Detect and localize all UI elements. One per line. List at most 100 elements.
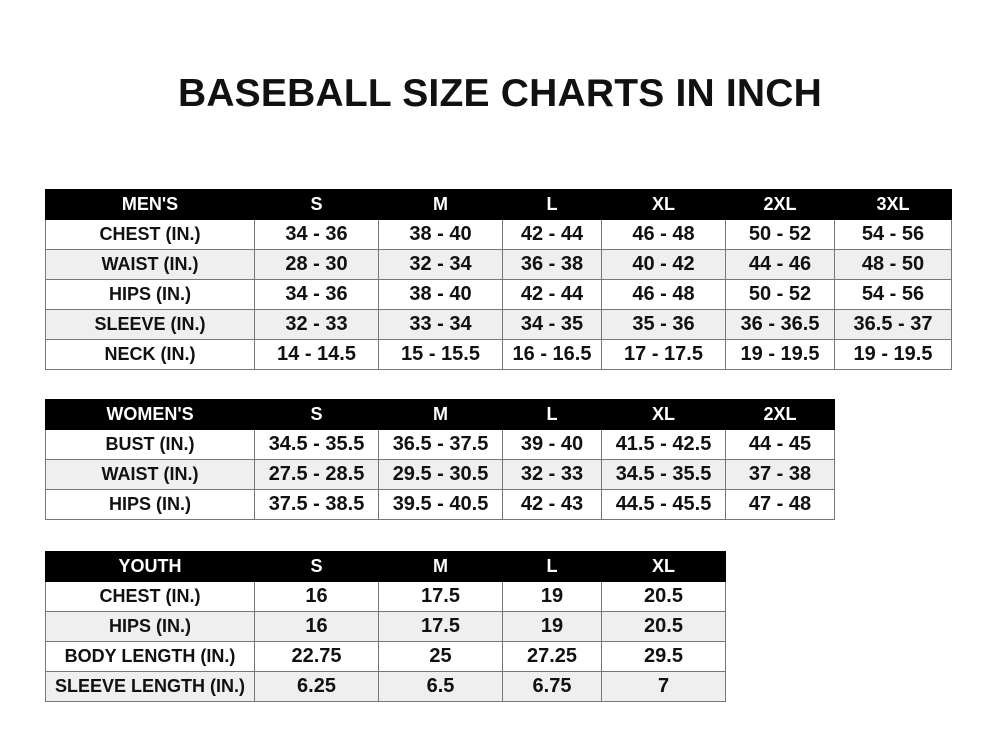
- size-header: XL: [601, 399, 726, 430]
- table-row: CHEST (IN.) 34 - 36 38 - 40 42 - 44 46 - 48 5…: [45, 219, 952, 250]
- measurement-label: BODY LENGTH (IN.): [45, 641, 255, 672]
- size-header: M: [378, 551, 503, 582]
- size-value: 38 - 40: [378, 219, 503, 250]
- size-value: 37 - 38: [725, 459, 835, 490]
- measurement-label: NECK (IN.): [45, 339, 255, 370]
- size-value: 44.5 - 45.5: [601, 489, 726, 520]
- measurement-label: HIPS (IN.): [45, 489, 255, 520]
- page-title: BASEBALL SIZE CHARTS IN INCH: [177, 72, 823, 115]
- table-row: CHEST (IN.) 16 17.5 19 20.5: [45, 581, 726, 612]
- table-row: WAIST (IN.) 28 - 30 32 - 34 36 - 38 40 - 42 4…: [45, 249, 952, 280]
- size-value: 27.5 - 28.5: [254, 459, 379, 490]
- size-header: S: [254, 399, 379, 430]
- size-value: 44 - 45: [725, 429, 835, 460]
- size-value: 36 - 36.5: [725, 309, 835, 340]
- size-value: 34 - 36: [254, 279, 379, 310]
- size-header: M: [378, 399, 503, 430]
- size-value: 48 - 50: [834, 249, 952, 280]
- size-value: 15 - 15.5: [378, 339, 503, 370]
- table-row: HIPS (IN.) 34 - 36 38 - 40 42 - 44 46 - 48 50…: [45, 279, 952, 310]
- table-row: HIPS (IN.) 16 17.5 19 20.5: [45, 611, 726, 642]
- size-value: 36.5 - 37: [834, 309, 952, 340]
- size-value: 19 - 19.5: [834, 339, 952, 370]
- size-header: 2XL: [725, 189, 835, 220]
- size-header: L: [502, 399, 602, 430]
- size-value: 19 - 19.5: [725, 339, 835, 370]
- size-value: 34 - 35: [502, 309, 602, 340]
- measurement-label: HIPS (IN.): [45, 611, 255, 642]
- size-value: 54 - 56: [834, 219, 952, 250]
- measurement-label: CHEST (IN.): [45, 581, 255, 612]
- size-value: 42 - 44: [502, 219, 602, 250]
- size-value: 42 - 43: [502, 489, 602, 520]
- table-row: BUST (IN.) 34.5 - 35.5 36.5 - 37.5 39 - 40 4…: [45, 429, 835, 460]
- size-value: 32 - 33: [502, 459, 602, 490]
- measurement-label: HIPS (IN.): [45, 279, 255, 310]
- size-value: 44 - 46: [725, 249, 835, 280]
- size-value: 34.5 - 35.5: [601, 459, 726, 490]
- mens-size-table: MEN'S S M L XL 2XL 3XL CHEST (IN.) 34 - 36 38 - 4…: [45, 189, 952, 370]
- size-value: 32 - 33: [254, 309, 379, 340]
- size-value: 16 - 16.5: [502, 339, 602, 370]
- size-header: S: [254, 551, 379, 582]
- category-header: MEN'S: [45, 189, 255, 220]
- table-row: NECK (IN.) 14 - 14.5 15 - 15.5 16 - 16.5 17 …: [45, 339, 952, 370]
- category-header: WOMEN'S: [45, 399, 255, 430]
- size-header: L: [502, 551, 602, 582]
- size-value: 6.5: [378, 671, 503, 702]
- table-row: WAIST (IN.) 27.5 - 28.5 29.5 - 30.5 32 - 33…: [45, 459, 835, 490]
- measurement-label: WAIST (IN.): [45, 459, 255, 490]
- size-value: 42 - 44: [502, 279, 602, 310]
- size-value: 39.5 - 40.5: [378, 489, 503, 520]
- size-value: 29.5: [601, 641, 726, 672]
- size-value: 46 - 48: [601, 219, 726, 250]
- size-value: 20.5: [601, 611, 726, 642]
- size-value: 50 - 52: [725, 279, 835, 310]
- size-value: 7: [601, 671, 726, 702]
- size-value: 38 - 40: [378, 279, 503, 310]
- size-value: 50 - 52: [725, 219, 835, 250]
- size-value: 34.5 - 35.5: [254, 429, 379, 460]
- measurement-label: BUST (IN.): [45, 429, 255, 460]
- measurement-label: SLEEVE LENGTH (IN.): [45, 671, 255, 702]
- size-value: 17.5: [378, 611, 503, 642]
- size-value: 19: [502, 581, 602, 612]
- size-value: 16: [254, 581, 379, 612]
- size-value: 36.5 - 37.5: [378, 429, 503, 460]
- size-value: 33 - 34: [378, 309, 503, 340]
- header-row: WOMEN'S S M L XL 2XL: [45, 399, 835, 430]
- measurement-label: WAIST (IN.): [45, 249, 255, 280]
- size-value: 6.75: [502, 671, 602, 702]
- size-value: 14 - 14.5: [254, 339, 379, 370]
- womens-size-table: WOMEN'S S M L XL 2XL BUST (IN.) 34.5 - 35.5 36.5…: [45, 399, 835, 520]
- size-value: 37.5 - 38.5: [254, 489, 379, 520]
- measurement-label: SLEEVE (IN.): [45, 309, 255, 340]
- size-value: 39 - 40: [502, 429, 602, 460]
- size-value: 17 - 17.5: [601, 339, 726, 370]
- size-header: M: [378, 189, 503, 220]
- size-value: 17.5: [378, 581, 503, 612]
- size-value: 19: [502, 611, 602, 642]
- size-value: 46 - 48: [601, 279, 726, 310]
- size-value: 54 - 56: [834, 279, 952, 310]
- size-value: 40 - 42: [601, 249, 726, 280]
- header-row: YOUTH S M L XL: [45, 551, 726, 582]
- measurement-label: CHEST (IN.): [45, 219, 255, 250]
- header-row: MEN'S S M L XL 2XL 3XL: [45, 189, 952, 220]
- size-value: 28 - 30: [254, 249, 379, 280]
- size-header: 3XL: [834, 189, 952, 220]
- category-header: YOUTH: [45, 551, 255, 582]
- size-value: 35 - 36: [601, 309, 726, 340]
- youth-size-table: YOUTH S M L XL CHEST (IN.) 16 17.5 19 20.5 HIPS (I…: [45, 551, 726, 702]
- table-row: SLEEVE (IN.) 32 - 33 33 - 34 34 - 35 35 - 36…: [45, 309, 952, 340]
- size-header: XL: [601, 189, 726, 220]
- size-value: 29.5 - 30.5: [378, 459, 503, 490]
- size-value: 34 - 36: [254, 219, 379, 250]
- size-header: L: [502, 189, 602, 220]
- size-value: 32 - 34: [378, 249, 503, 280]
- table-row: BODY LENGTH (IN.) 22.75 25 27.25 29.5: [45, 641, 726, 672]
- size-value: 20.5: [601, 581, 726, 612]
- size-header: 2XL: [725, 399, 835, 430]
- size-value: 16: [254, 611, 379, 642]
- size-header: S: [254, 189, 379, 220]
